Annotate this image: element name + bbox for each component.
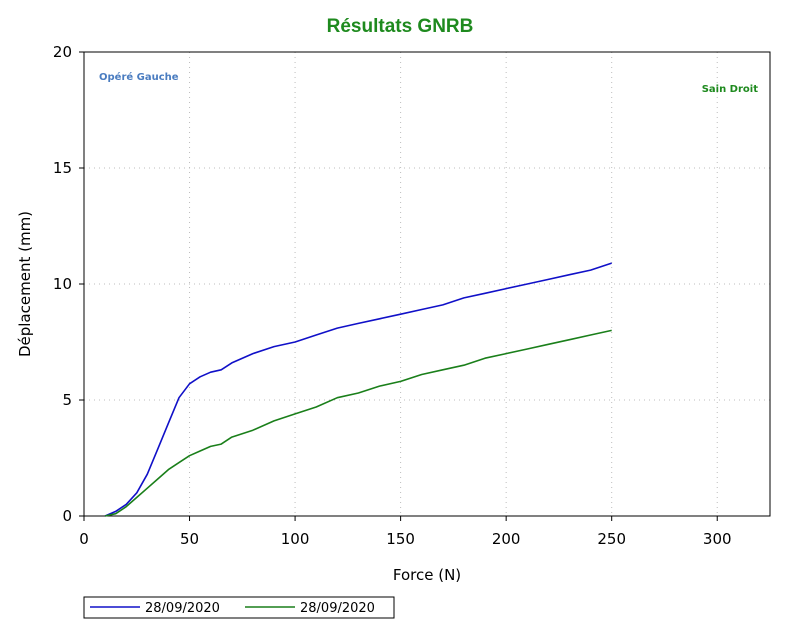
y-tick-labels: 0 5 10 15 20 — [53, 43, 72, 525]
annotation-sain-droit: Sain Droit — [702, 84, 759, 95]
y-tick-label: 5 — [62, 391, 72, 409]
series-line-1 — [104, 262, 612, 517]
x-axis-label: Force (N) — [393, 566, 461, 584]
chart-title: Résultats GNRB — [327, 16, 474, 37]
y-tick-label: 20 — [53, 43, 72, 61]
x-tick-label: 100 — [281, 530, 310, 548]
legend-label-series-2: 28/09/2020 — [300, 601, 375, 616]
x-tick-label: 250 — [597, 530, 626, 548]
x-tick-labels: 0 50 100 150 200 250 300 — [79, 530, 731, 548]
annotation-opere-gauche: Opéré Gauche — [99, 71, 179, 83]
x-tick-label: 150 — [386, 530, 415, 548]
x-tick-label: 300 — [703, 530, 732, 548]
y-tick-label: 0 — [62, 507, 72, 525]
series-line-2 — [104, 329, 612, 517]
x-tick-label: 50 — [180, 530, 199, 548]
grid — [84, 52, 770, 516]
legend-label-series-1: 28/09/2020 — [145, 601, 220, 616]
y-tick-label: 10 — [53, 275, 72, 293]
legend-box — [83, 596, 395, 619]
legend: 28/09/2020 28/09/2020 — [83, 596, 395, 619]
y-tick-label: 15 — [53, 159, 72, 177]
x-tick-label: 200 — [492, 530, 521, 548]
series-lines — [104, 262, 612, 517]
x-tick-label: 0 — [79, 530, 89, 548]
y-axis-label: Déplacement (mm) — [16, 211, 34, 357]
plot-area-frame — [83, 51, 771, 517]
axis-ticks — [79, 51, 718, 521]
